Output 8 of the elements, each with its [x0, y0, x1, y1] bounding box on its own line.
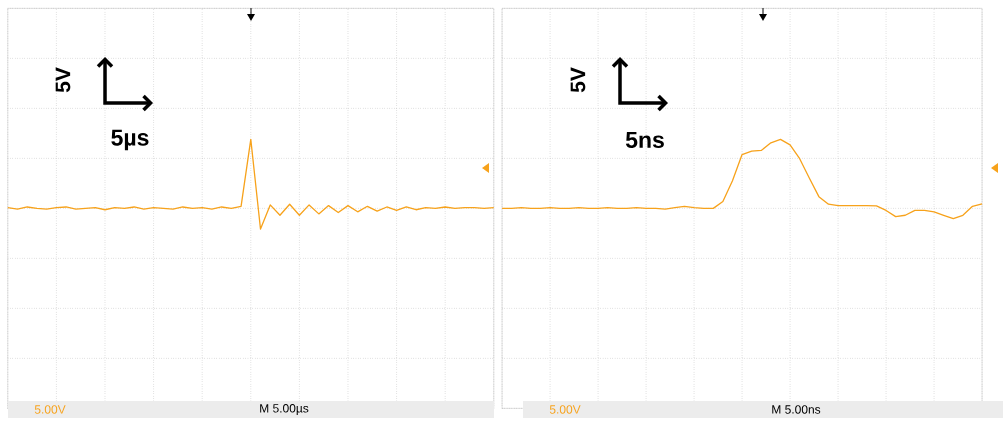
text: 5.00V — [34, 405, 66, 414]
annotation: 5ns — [625, 131, 664, 149]
text: 5.00V — [549, 405, 581, 414]
text: M 5.00ns — [772, 405, 821, 414]
text: 5V — [55, 67, 71, 93]
annotation: 5µs — [111, 129, 149, 151]
text: M 5.00µs — [260, 404, 309, 415]
text: 5V — [570, 67, 586, 93]
